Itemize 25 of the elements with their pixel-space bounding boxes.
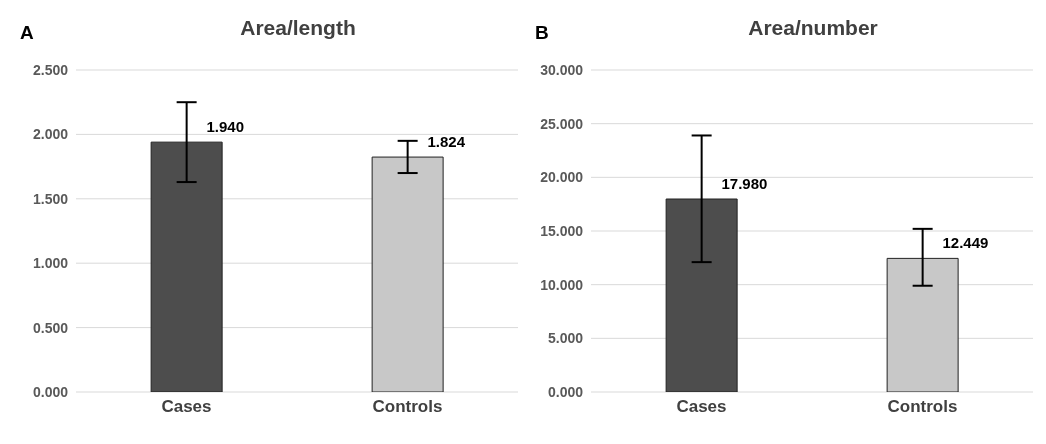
y-tick-label: 20.000: [540, 169, 584, 186]
y-tick-label: 15.000: [540, 222, 584, 239]
y-tick-label: 25.000: [540, 115, 584, 132]
chart-title: Area/number: [747, 16, 879, 40]
data-label: 1.824: [427, 133, 466, 151]
y-tick-label: 1.000: [32, 255, 69, 272]
x-tick-label: Controls: [372, 397, 443, 417]
y-tick-label: 0.500: [32, 319, 69, 336]
x-tick-label: Cases: [161, 397, 212, 417]
chart-title: Area/length: [239, 16, 357, 40]
y-tick-label: 0.000: [32, 383, 69, 400]
text: B: [535, 22, 549, 44]
y-tick-label: 5.000: [547, 330, 584, 347]
y-tick-label: 0.000: [547, 383, 584, 400]
x-tick-label: Controls: [887, 397, 958, 417]
y-tick-label: 1.500: [32, 190, 69, 207]
y-tick-label: 2.500: [32, 61, 69, 78]
text: A: [20, 22, 34, 44]
y-tick-label: 30.000: [540, 61, 584, 78]
y-tick-label: 2.000: [32, 126, 69, 143]
data-label: 17.980: [721, 175, 768, 193]
x-tick-label: Cases: [676, 397, 727, 417]
y-tick-label: 10.000: [540, 276, 584, 293]
data-label: 1.940: [206, 118, 245, 136]
data-label: 12.449: [942, 234, 989, 252]
